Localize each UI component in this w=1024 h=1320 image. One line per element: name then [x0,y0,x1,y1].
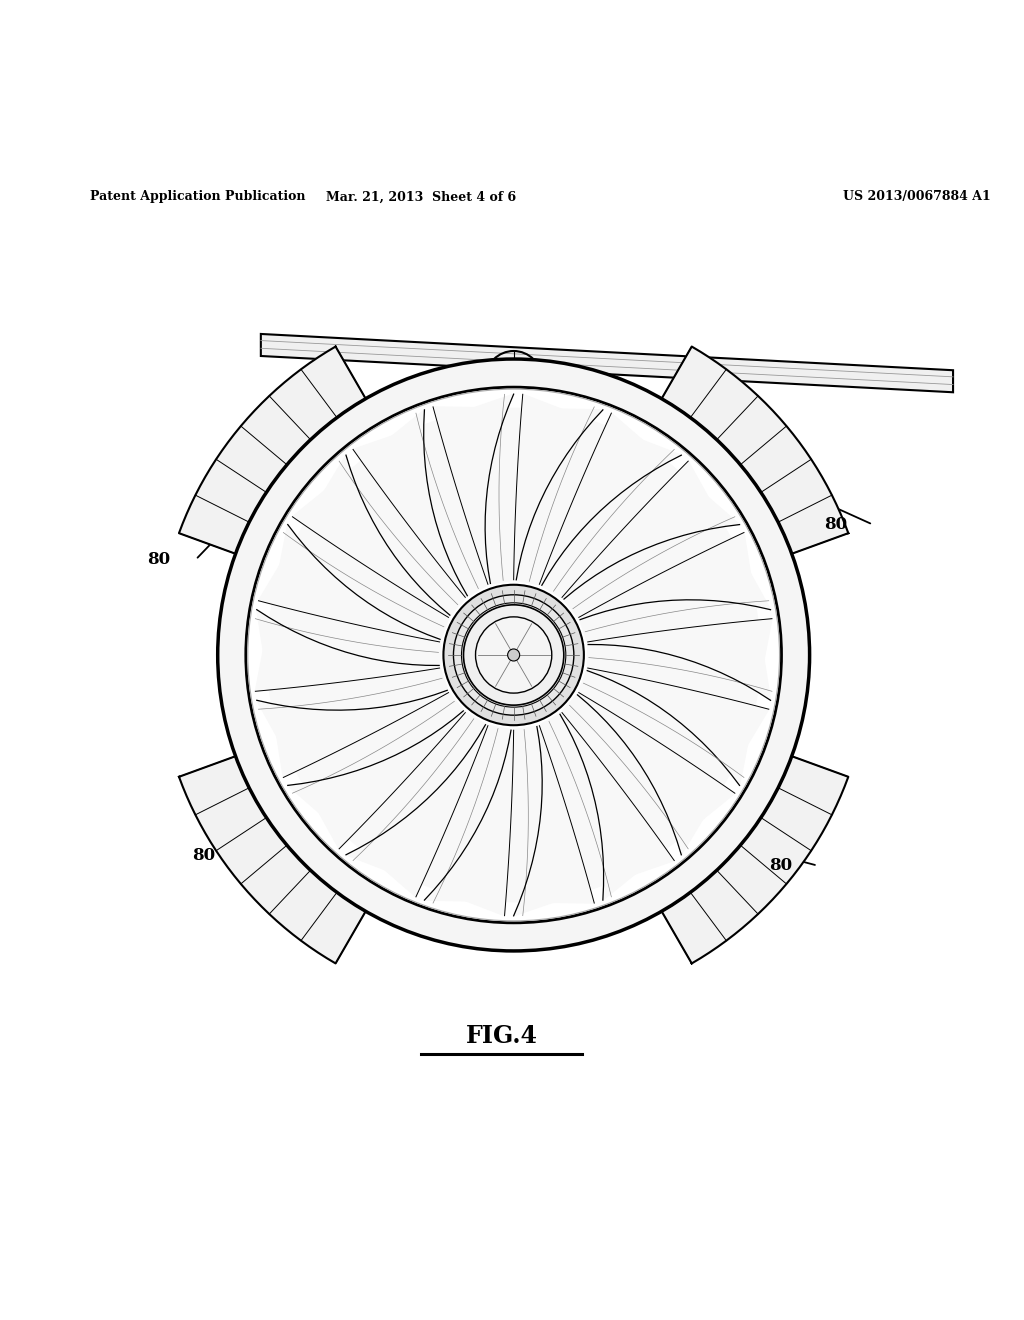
Polygon shape [255,524,440,692]
Polygon shape [258,455,450,642]
Polygon shape [353,395,514,598]
Polygon shape [257,690,465,849]
Text: Mar. 21, 2013  Sheet 4 of 6: Mar. 21, 2013 Sheet 4 of 6 [327,190,516,203]
Polygon shape [579,532,770,701]
Circle shape [246,387,781,923]
Text: 80: 80 [147,552,171,568]
Polygon shape [424,726,594,903]
Text: 80: 80 [824,516,848,533]
Circle shape [218,359,810,950]
Text: FIG.4: FIG.4 [466,1024,538,1048]
Polygon shape [514,395,681,585]
Circle shape [464,605,564,705]
Polygon shape [662,347,848,554]
Polygon shape [179,347,366,554]
Circle shape [508,649,519,661]
Polygon shape [562,461,770,619]
Polygon shape [261,334,953,392]
Polygon shape [293,411,467,618]
Polygon shape [288,711,487,896]
Circle shape [475,616,552,693]
Polygon shape [578,668,769,855]
Polygon shape [587,619,772,785]
Polygon shape [346,725,514,916]
Polygon shape [179,756,366,964]
Polygon shape [514,713,674,916]
Text: Patent Application Publication: Patent Application Publication [90,190,306,203]
Polygon shape [540,413,739,599]
Circle shape [250,391,777,919]
Circle shape [443,585,584,725]
Text: US 2013/0067884 A1: US 2013/0067884 A1 [843,190,990,203]
Circle shape [248,389,779,921]
Polygon shape [502,379,525,393]
Polygon shape [662,756,848,964]
Text: 80: 80 [193,847,216,865]
Text: 80: 80 [769,857,793,874]
Circle shape [454,595,573,715]
Polygon shape [433,407,603,585]
Polygon shape [560,693,735,900]
Polygon shape [257,610,449,777]
Circle shape [462,603,566,708]
